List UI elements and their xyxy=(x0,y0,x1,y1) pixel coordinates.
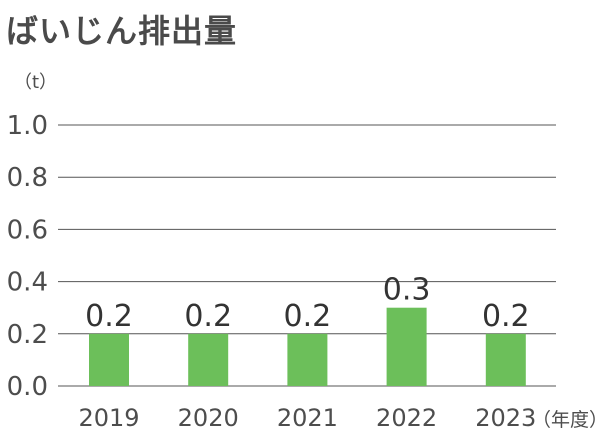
x-tick-label: 2021 xyxy=(277,404,338,432)
y-axis-unit: （t） xyxy=(14,72,57,93)
x-tick-label: 2020 xyxy=(178,404,239,432)
x-tick-label: 2019 xyxy=(78,404,139,432)
data-label-2022: 0.3 xyxy=(383,273,431,308)
x-axis-unit: （年度） xyxy=(532,409,608,431)
bars xyxy=(89,307,526,386)
bar-2023 xyxy=(485,333,526,386)
data-label-2019: 0.2 xyxy=(85,299,133,334)
bar-2019 xyxy=(89,333,129,386)
y-tick-label: 1.0 xyxy=(7,111,48,141)
x-tick-label: 2022 xyxy=(376,404,437,432)
y-tick-label: 0.4 xyxy=(7,268,48,298)
data-labels: 0.2 0.2 0.2 0.3 0.2 xyxy=(85,273,530,334)
y-tick-label: 0.6 xyxy=(7,215,48,245)
bar-2020 xyxy=(188,333,229,386)
data-label-2020: 0.2 xyxy=(184,299,232,334)
bar-2022 xyxy=(386,307,427,386)
y-tick-labels: 0.0 0.2 0.4 0.6 0.8 1.0 xyxy=(7,111,48,402)
chart-title: ばいじん排出量 xyxy=(6,12,238,50)
data-label-2021: 0.2 xyxy=(284,299,332,334)
y-tick-label: 0.2 xyxy=(7,320,48,350)
y-tick-label: 0.8 xyxy=(7,163,48,193)
data-label-2023: 0.2 xyxy=(482,299,530,334)
y-tick-label: 0.0 xyxy=(7,372,48,402)
x-tick-labels: 2019 2020 2021 2022 2023 xyxy=(78,404,536,432)
bar-2021 xyxy=(287,333,328,386)
x-tick-label: 2023 xyxy=(475,404,536,432)
